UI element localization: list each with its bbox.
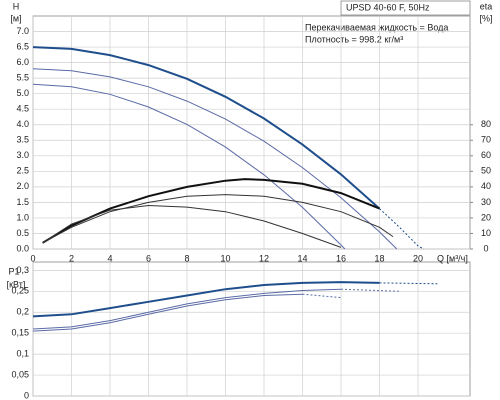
y-tick-label: 3.0 <box>16 150 29 160</box>
y-tick-label: 0,05 <box>11 369 29 379</box>
x-tick-label: 20 <box>413 253 423 263</box>
title-box <box>340 0 471 16</box>
curve <box>42 204 342 248</box>
curve <box>42 178 380 244</box>
y-tick-label: 1.5 <box>16 197 29 207</box>
annotation: Перекачиваемая жидкость = Вода <box>305 22 448 32</box>
annotation: Плотность = 998.2 кг/м³ <box>305 34 403 44</box>
curve <box>32 83 346 250</box>
curve <box>379 282 438 285</box>
y-tick-label: 2.5 <box>16 166 29 176</box>
curve <box>32 68 398 250</box>
y2-tick-label: 30 <box>481 197 491 207</box>
y-tick-label: 6.0 <box>16 57 29 67</box>
x-tick-label: 6 <box>146 253 151 263</box>
bottom-plot-frame <box>32 261 471 397</box>
x-tick-label: 0 <box>30 253 35 263</box>
curve <box>32 46 381 210</box>
y-tick-label: 6.5 <box>16 41 29 51</box>
curve <box>32 281 380 318</box>
y2-tick-label: 40 <box>481 181 491 191</box>
x-axis-label: Q [м³/ч] <box>437 253 468 263</box>
y-tick-label: 0 <box>24 390 29 400</box>
y-axis-label: P1 <box>8 266 19 276</box>
y2-tick-label: 0 <box>483 243 488 253</box>
curve <box>340 288 399 292</box>
x-tick-label: 10 <box>221 253 231 263</box>
y-tick-label: 5.5 <box>16 73 29 83</box>
y2-tick-label: 50 <box>481 166 491 176</box>
x-tick-label: 2 <box>69 253 74 263</box>
curve <box>302 293 342 299</box>
y2-axis-unit: [%] <box>479 13 492 23</box>
x-tick-label: 14 <box>298 253 308 263</box>
y-tick-label: 0,2 <box>16 307 29 317</box>
y-tick-label: 0,3 <box>16 265 29 275</box>
y2-tick-label: 10 <box>481 228 491 238</box>
y-tick-label: 1.0 <box>16 212 29 222</box>
y-tick-label: 2.0 <box>16 181 29 191</box>
y-tick-label: 4.0 <box>16 119 29 129</box>
y-axis-unit: [м] <box>10 13 21 23</box>
y2-tick-label: 20 <box>481 212 491 222</box>
x-tick-label: 4 <box>107 253 112 263</box>
y-axis-label: H <box>13 1 20 11</box>
y-tick-label: 0.5 <box>16 228 29 238</box>
y-tick-label: 5.0 <box>16 88 29 98</box>
curve <box>379 208 425 250</box>
y-tick-label: 0,25 <box>11 286 29 296</box>
y-tick-label: 0,15 <box>11 328 29 338</box>
y2-tick-label: 70 <box>481 135 491 145</box>
y-tick-label: 0,1 <box>16 349 29 359</box>
x-tick-label: 16 <box>336 253 346 263</box>
y-tick-label: 7.0 <box>16 26 29 36</box>
y2-tick-label: 60 <box>481 150 491 160</box>
y-axis-unit: [кВт] <box>7 279 26 289</box>
y-tick-label: 3.5 <box>16 135 29 145</box>
y2-axis-label: eta <box>480 1 493 11</box>
y-tick-label: 4.5 <box>16 104 29 114</box>
x-tick-label: 12 <box>259 253 269 263</box>
y2-tick-label: 80 <box>481 119 491 129</box>
y-tick-label: 0.0 <box>16 243 29 253</box>
x-tick-label: 8 <box>185 253 190 263</box>
curve <box>42 194 394 244</box>
curve <box>32 293 303 332</box>
chart-title: UPSD 40-60 F, 50Hz <box>346 2 430 12</box>
x-tick-label: 18 <box>375 253 385 263</box>
curve <box>32 288 342 330</box>
